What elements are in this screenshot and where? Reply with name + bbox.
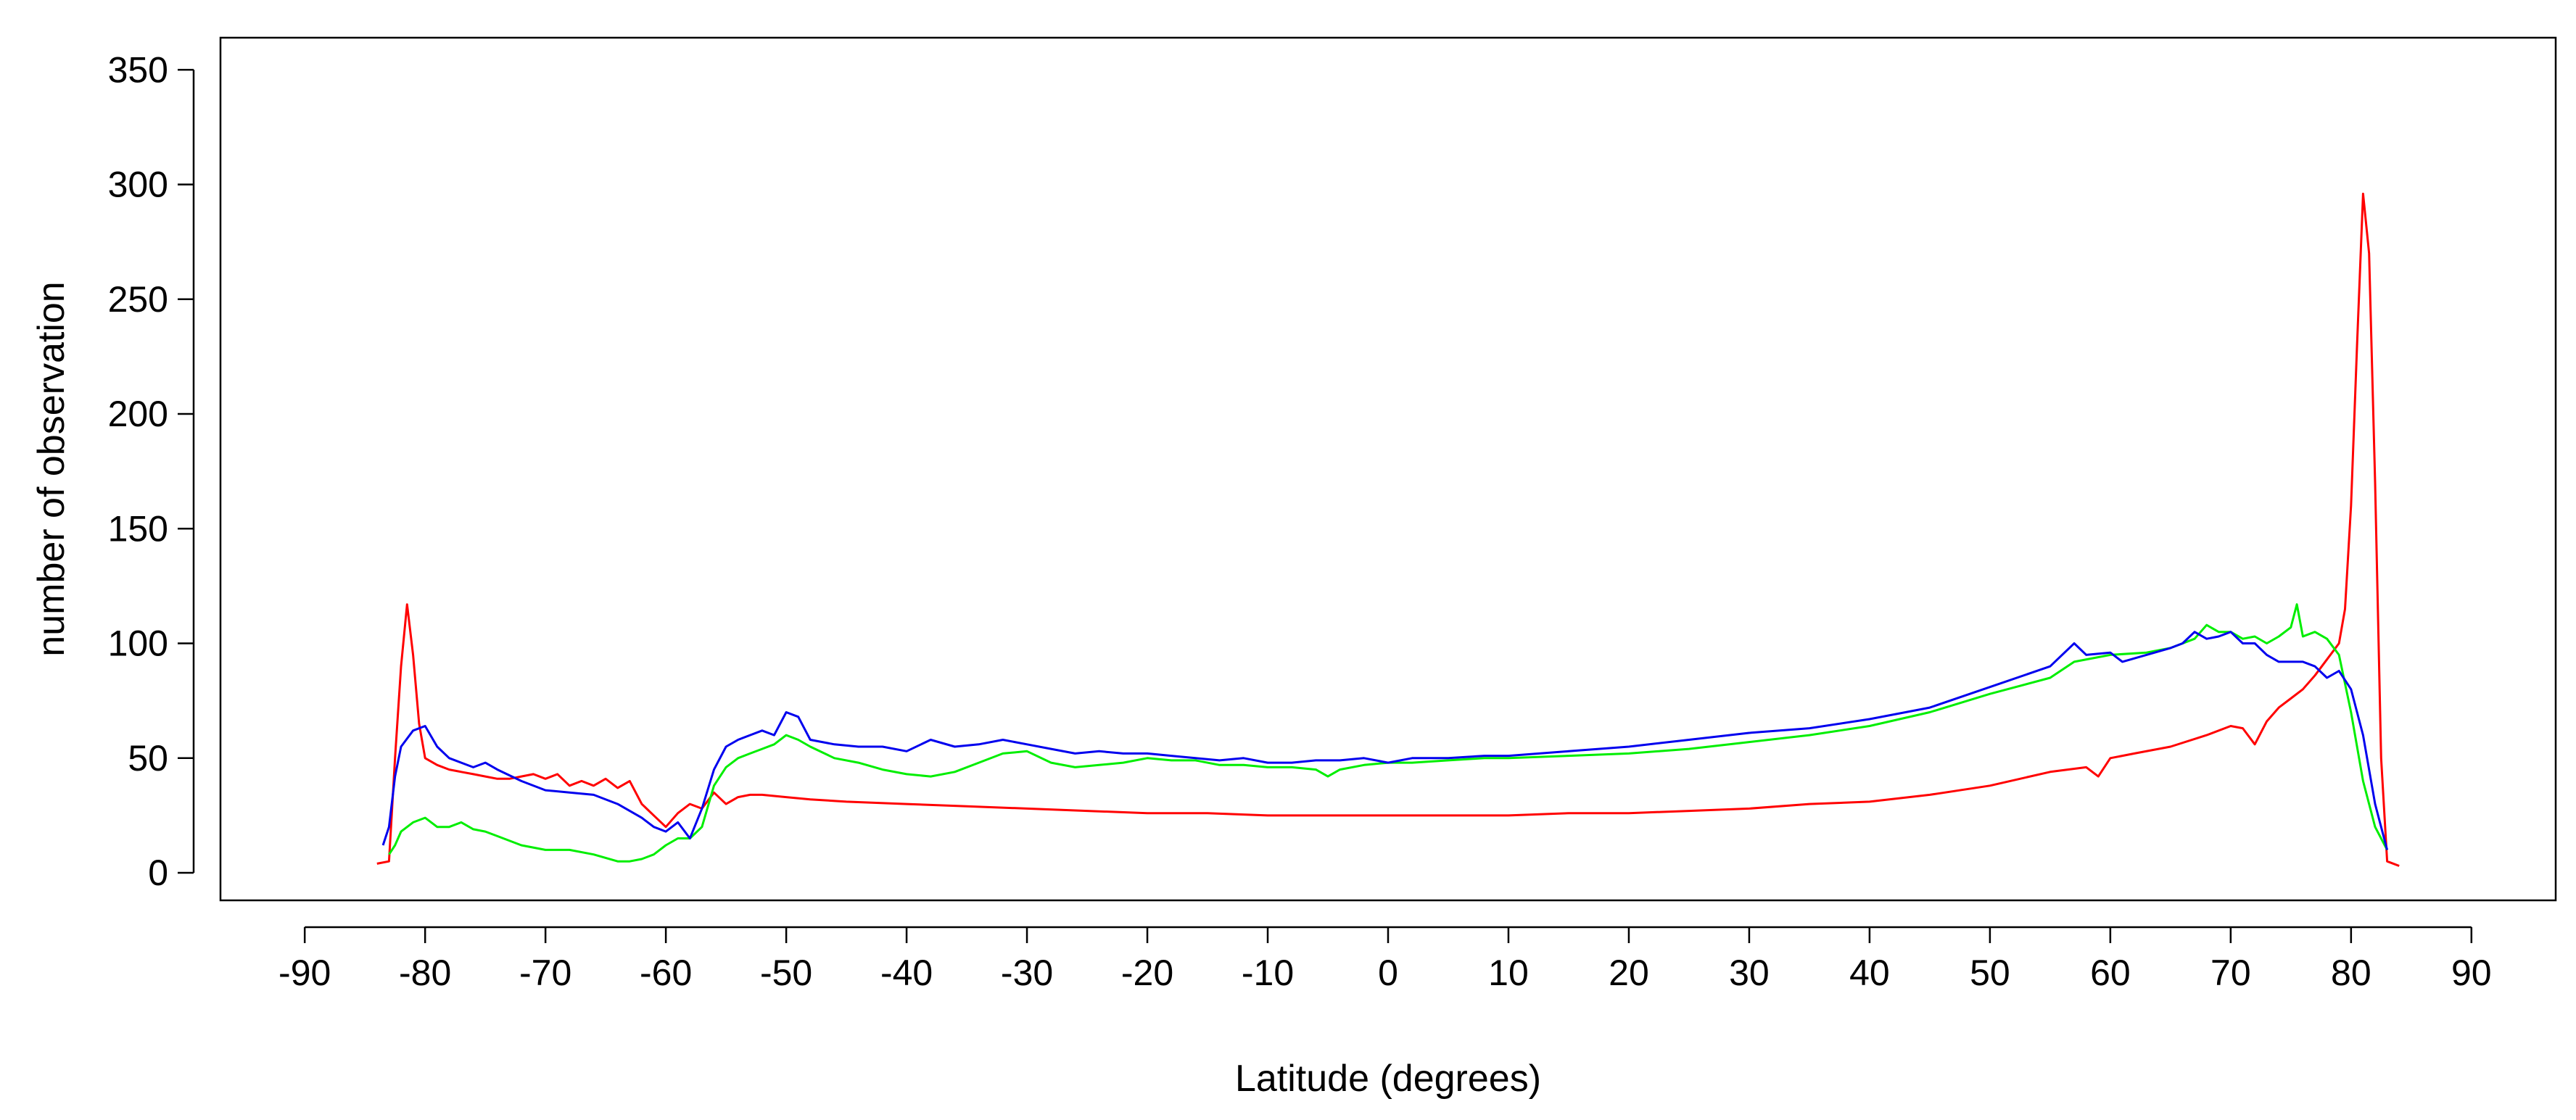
x-tick-label: 20 [1609, 953, 1649, 993]
x-axis-title: Latitude (degrees) [1235, 1058, 1541, 1100]
x-tick-label: 90 [2451, 953, 2492, 993]
y-tick-label: 250 [108, 279, 168, 320]
x-tick-label: -50 [760, 953, 812, 993]
y-tick-label: 150 [108, 508, 168, 549]
x-tick-label: 10 [1488, 953, 1529, 993]
x-tick-label: 0 [1378, 953, 1398, 993]
x-tick-label: 30 [1729, 953, 1770, 993]
series-line-3 [381, 631, 2389, 850]
x-tick-label: -30 [1001, 953, 1053, 993]
y-tick-label: 0 [148, 853, 168, 893]
y-tick-label: 50 [128, 738, 168, 779]
x-tick-label: 70 [2210, 953, 2251, 993]
plot-frame [219, 36, 2557, 902]
x-tick-label: 40 [1849, 953, 1890, 993]
y-tick-label: 350 [108, 49, 168, 90]
x-axis: -90 -80 -70 -60 -50 -40 -30 -20 -10 0 10 20 30 40 50 60… [278, 926, 2492, 993]
y-tick-label: 300 [108, 165, 168, 205]
y-axis-title: number of observation [30, 281, 73, 656]
y-tick-label: 100 [108, 623, 168, 664]
x-tick-label: -60 [640, 953, 692, 993]
series-line-1 [376, 192, 2400, 867]
x-tick-label: 50 [1970, 953, 2010, 993]
x-tick-label: -90 [278, 953, 331, 993]
y-tick-label: 200 [108, 394, 168, 434]
series-layer [376, 192, 2400, 867]
x-tick-label: -40 [880, 953, 933, 993]
y-axis: 0 50 100 150 200 250 300 350 [108, 49, 195, 893]
x-tick-label: -80 [399, 953, 451, 993]
x-tick-label: 80 [2331, 953, 2371, 993]
x-tick-label: -70 [519, 953, 571, 993]
x-tick-label: 60 [2090, 953, 2131, 993]
x-tick-label: -10 [1242, 953, 1294, 993]
x-tick-label: -20 [1121, 953, 1173, 993]
series-line-2 [388, 603, 2388, 863]
